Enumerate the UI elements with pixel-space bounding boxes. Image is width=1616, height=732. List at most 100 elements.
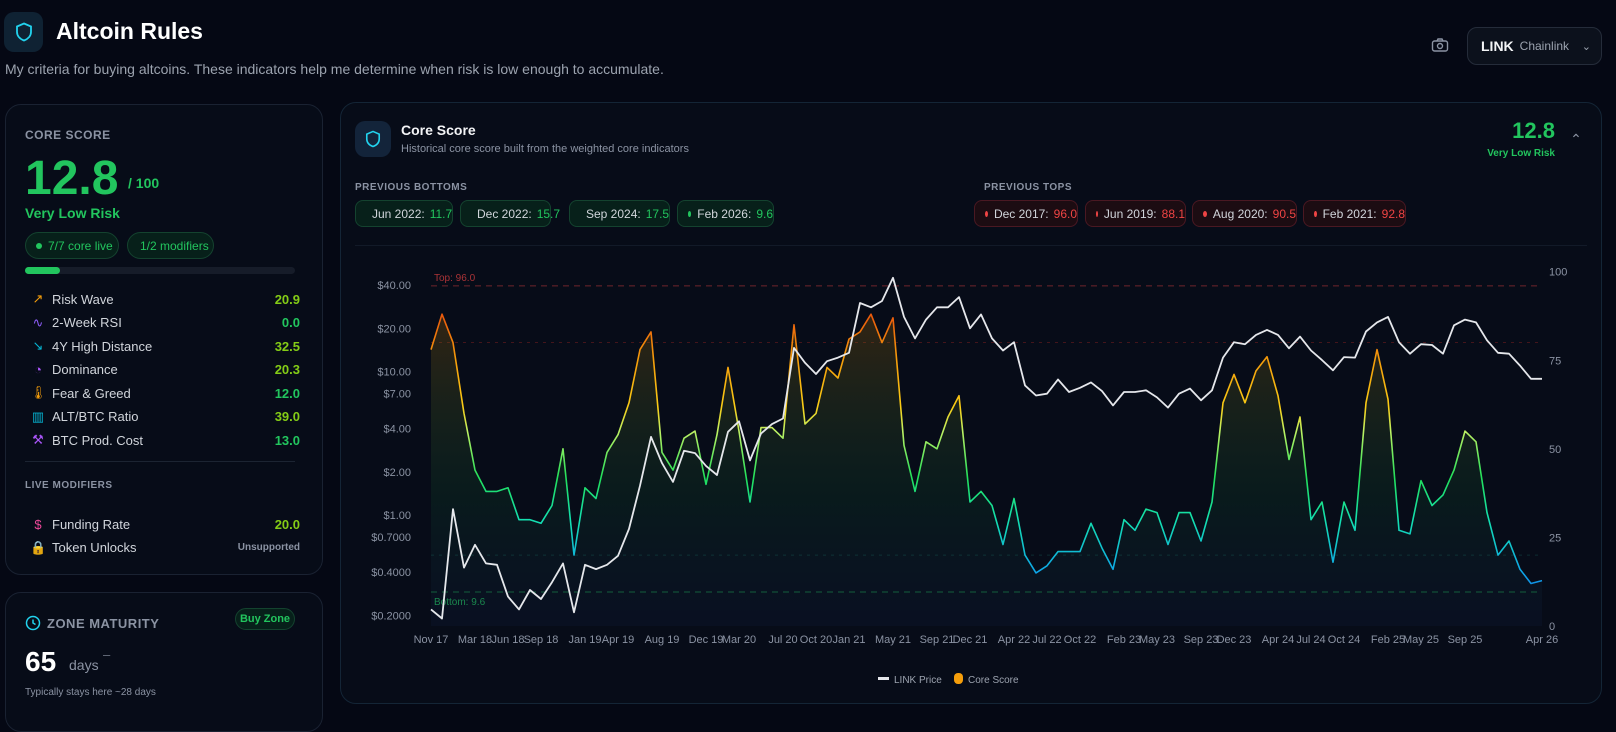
- left-axis-tick: $20.00: [377, 323, 411, 335]
- indicator-name: Token Unlocks: [52, 540, 137, 555]
- indicator-value: 12.0: [275, 386, 300, 401]
- legend-score[interactable]: Core Score: [968, 675, 1019, 686]
- zone-maturity-card: ZONE MATURITY Buy Zone 65 days – Typical…: [5, 592, 323, 732]
- x-axis-tick: Sep 21: [920, 634, 955, 646]
- asset-selector[interactable]: LINK Chainlink ⌄: [1467, 27, 1602, 65]
- pill-date: Jun 2019:: [1104, 207, 1157, 221]
- zone-trend: –: [103, 647, 110, 662]
- legend-price[interactable]: LINK Price: [894, 675, 942, 686]
- x-axis-tick: Mar 20: [722, 634, 756, 646]
- top-pill: Aug 2020: 90.5: [1192, 200, 1297, 227]
- indicator-name: Risk Wave: [52, 292, 114, 307]
- indicator-value: Unsupported: [238, 542, 300, 553]
- right-axis-tick: 100: [1549, 267, 1567, 279]
- left-axis-tick: $4.00: [383, 424, 411, 436]
- indicator-name: Dominance: [52, 362, 118, 377]
- previous-tops-label: PREVIOUS TOPS: [984, 182, 1072, 193]
- x-axis-tick: Jan 21: [832, 634, 865, 646]
- legend-swatch-score: [954, 673, 963, 684]
- x-axis-tick: Apr 26: [1526, 634, 1558, 646]
- status-dot: [36, 243, 42, 249]
- status-dot: [1203, 211, 1207, 217]
- bottom-pill: Feb 2026:9.6: [677, 200, 774, 227]
- x-axis-tick: Sep 23: [1184, 634, 1219, 646]
- left-axis-tick: $40.00: [377, 280, 411, 292]
- lock-icon: 🔒: [30, 540, 46, 556]
- legend-swatch-price: [878, 677, 889, 680]
- indicator-row: 🔒 Token Unlocks Unsupported: [30, 538, 300, 558]
- status-dot: [1096, 211, 1098, 217]
- indicator-value: 20.0: [275, 517, 300, 532]
- collapse-button[interactable]: ⌃: [1567, 131, 1585, 149]
- x-axis-tick: Jul 20: [768, 634, 797, 646]
- core-score-chart-card: Core Score Historical core score built f…: [340, 102, 1602, 704]
- clock-icon: [25, 615, 41, 631]
- x-axis-tick: Apr 24: [1262, 634, 1294, 646]
- page-title: Altcoin Rules: [56, 18, 203, 45]
- x-axis-tick: Jul 22: [1032, 634, 1061, 646]
- x-axis-tick: Jul 24: [1296, 634, 1325, 646]
- x-axis-tick: Dec 23: [1217, 634, 1252, 646]
- bottom-pill: Dec 2022:15.7: [460, 200, 551, 227]
- core-score-label: CORE SCORE: [25, 128, 111, 142]
- status-dot: [1314, 211, 1317, 217]
- pill-date: Dec 2017:: [994, 207, 1049, 221]
- x-axis-tick: Jun 18: [491, 634, 524, 646]
- pill-date: Jun 2022:: [372, 207, 425, 221]
- x-axis-tick: Nov 17: [414, 634, 449, 646]
- core-live-badge: 7/7 core live: [25, 232, 119, 259]
- asset-symbol: LINK: [1481, 38, 1514, 54]
- pill-value: 96.0: [1054, 207, 1077, 221]
- pill-value: 92.8: [1382, 207, 1405, 221]
- zone-note: Typically stays here ~28 days: [25, 687, 156, 698]
- score-progress-fill: [25, 267, 60, 274]
- modifiers-text: 1/2 modifiers: [140, 239, 209, 253]
- x-axis-tick: Oct 22: [1064, 634, 1096, 646]
- pie-chart-icon: ◔: [30, 362, 46, 377]
- reference-label: Top: 96.0: [434, 273, 476, 284]
- chart-subtitle: Historical core score built from the wei…: [401, 143, 689, 155]
- x-axis-tick: Oct 24: [1328, 634, 1360, 646]
- pill-date: Aug 2020:: [1213, 207, 1268, 221]
- live-modifiers-label: LIVE MODIFIERS: [25, 480, 113, 491]
- thermometer-icon: 🌡: [30, 385, 46, 401]
- bottom-pill: Sep 2024:17.5: [569, 200, 670, 227]
- x-axis-tick: Apr 19: [602, 634, 634, 646]
- pill-value: 17.5: [646, 207, 669, 221]
- x-axis-tick: Sep 18: [524, 634, 559, 646]
- x-axis-tick: Mar 18: [458, 634, 492, 646]
- left-axis-tick: $1.00: [383, 510, 411, 522]
- left-axis-tick: $0.2000: [371, 610, 411, 622]
- status-dot: [985, 211, 988, 217]
- x-axis-tick: Jan 19: [568, 634, 601, 646]
- divider: [25, 461, 295, 462]
- indicator-name: ALT/BTC Ratio: [52, 409, 138, 424]
- indicator-name: 4Y High Distance: [52, 339, 152, 354]
- screenshot-button[interactable]: [1431, 37, 1451, 55]
- top-pill: Jun 2019:88.1: [1085, 200, 1186, 227]
- zone-days-unit: days: [69, 657, 99, 673]
- core-live-text: 7/7 core live: [48, 239, 113, 253]
- pill-value: 90.5: [1273, 207, 1296, 221]
- indicator-value: 39.0: [275, 409, 300, 424]
- zone-maturity-label: ZONE MATURITY: [47, 616, 159, 631]
- score-progress-bar: [25, 267, 295, 274]
- x-axis-tick: Dec 19: [689, 634, 724, 646]
- x-axis-tick: May 23: [1139, 634, 1175, 646]
- indicator-value: 0.0: [282, 315, 300, 330]
- dollar-icon: $: [30, 517, 46, 532]
- page-subtitle: My criteria for buying altcoins. These i…: [5, 61, 664, 77]
- core-score-chart: Top: 96.0Bottom: 9.6$40.00$20.00$10.00$7…: [341, 251, 1601, 703]
- app-logo: [4, 12, 43, 52]
- top-pill: Feb 2021:92.8: [1303, 200, 1406, 227]
- x-axis-tick: Feb 25: [1371, 634, 1405, 646]
- right-axis-tick: 50: [1549, 444, 1561, 456]
- left-axis-tick: $0.7000: [371, 532, 411, 544]
- modifiers-badge: 1/2 modifiers: [127, 232, 214, 259]
- asset-name: Chainlink: [1520, 39, 1569, 53]
- core-score-card: CORE SCORE 12.8 / 100 Very Low Risk 7/7 …: [5, 104, 323, 575]
